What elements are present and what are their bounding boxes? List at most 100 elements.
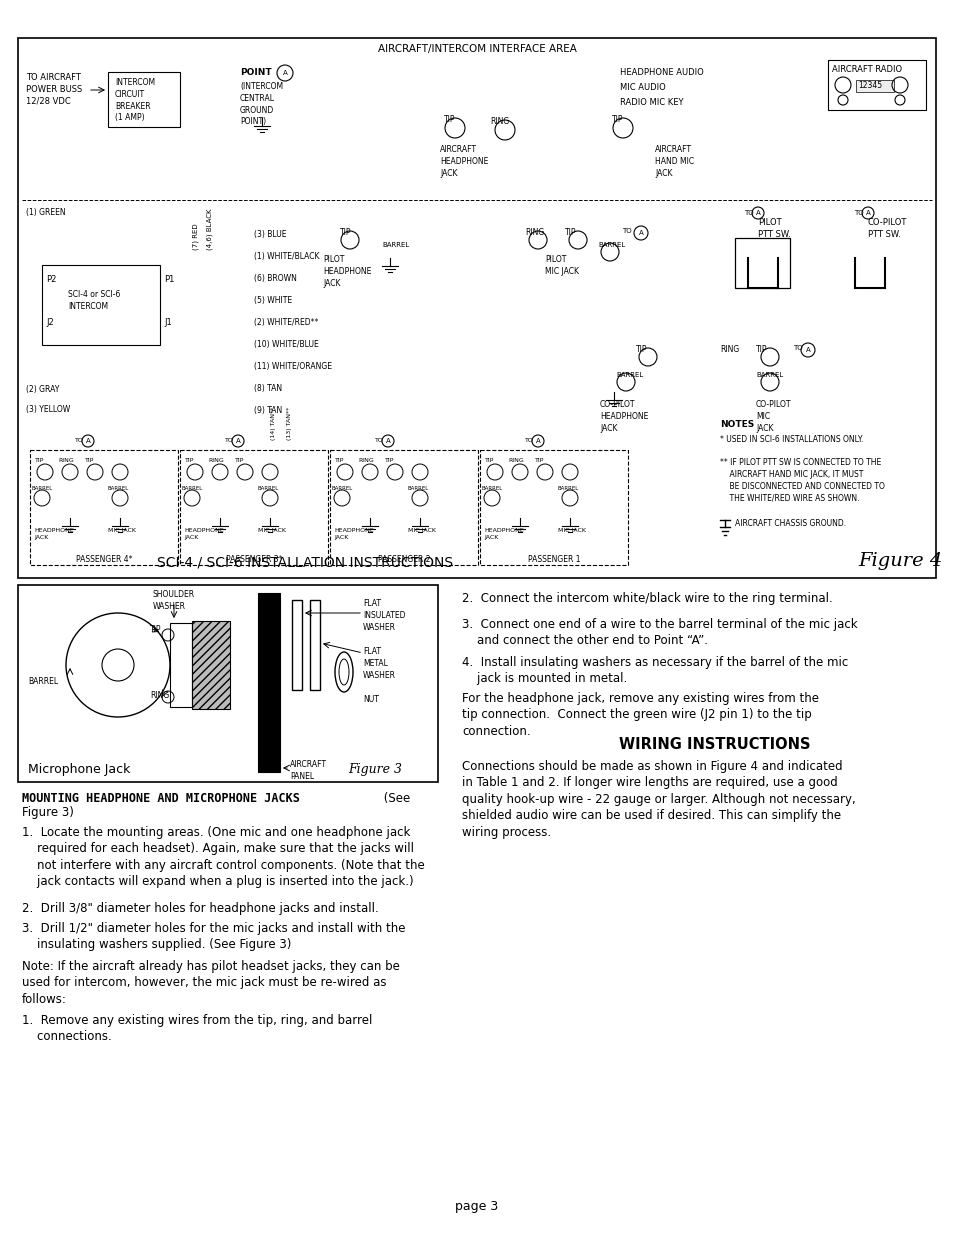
Text: FLAT
INSULATED
WASHER: FLAT INSULATED WASHER <box>363 599 405 631</box>
Text: A: A <box>864 210 869 216</box>
Text: PILOT
PTT SW.: PILOT PTT SW. <box>758 219 790 238</box>
Bar <box>257 593 280 772</box>
Text: HEADPHONE AUDIO: HEADPHONE AUDIO <box>619 68 703 77</box>
Text: PILOT
HEADPHONE
JACK: PILOT HEADPHONE JACK <box>323 254 371 288</box>
Text: BARREL: BARREL <box>257 487 279 492</box>
Text: A: A <box>282 70 287 77</box>
Text: page 3: page 3 <box>455 1200 498 1213</box>
Text: BARREL: BARREL <box>755 372 782 378</box>
Text: TO: TO <box>621 228 631 233</box>
Bar <box>18 585 437 782</box>
Bar <box>734 238 789 288</box>
Text: J1: J1 <box>164 317 172 327</box>
Bar <box>855 80 893 91</box>
Text: ** IF PILOT PTT SW IS CONNECTED TO THE
    AIRCRAFT HAND MIC JACK, IT MUST
    B: ** IF PILOT PTT SW IS CONNECTED TO THE A… <box>720 458 884 503</box>
Text: 4.  Install insulating washers as necessary if the barrel of the mic
    jack is: 4. Install insulating washers as necessa… <box>461 656 847 685</box>
Text: (7) RED: (7) RED <box>193 224 199 249</box>
Text: A: A <box>385 438 390 445</box>
Text: (8) TAN: (8) TAN <box>253 384 282 393</box>
Text: TO: TO <box>225 438 233 443</box>
Bar <box>827 61 925 110</box>
Text: TIP: TIP <box>339 228 351 237</box>
Text: BARREL: BARREL <box>32 487 53 492</box>
Text: TIP: TIP <box>755 345 767 354</box>
Text: RING: RING <box>507 458 523 463</box>
Text: RING: RING <box>357 458 374 463</box>
Text: TIP: TIP <box>150 625 161 634</box>
Ellipse shape <box>335 652 353 692</box>
Text: NOTES: NOTES <box>720 420 754 429</box>
Text: TIP: TIP <box>636 345 647 354</box>
Text: PASSENGER 1: PASSENGER 1 <box>527 555 579 564</box>
Text: BARREL: BARREL <box>108 487 129 492</box>
Text: TIP: TIP <box>335 458 344 463</box>
Text: TO: TO <box>75 438 84 443</box>
Bar <box>292 600 302 690</box>
Text: TIP: TIP <box>35 458 45 463</box>
Text: Connections should be made as shown in Figure 4 and indicated
in Table 1 and 2. : Connections should be made as shown in F… <box>461 760 855 839</box>
Text: A: A <box>86 438 91 445</box>
Bar <box>330 450 477 564</box>
Text: WIRING INSTRUCTIONS: WIRING INSTRUCTIONS <box>618 737 810 752</box>
Text: TO AIRCRAFT
POWER BUSS
12/28 VDC: TO AIRCRAFT POWER BUSS 12/28 VDC <box>26 73 82 106</box>
Text: A: A <box>535 438 539 445</box>
Text: TIP: TIP <box>484 458 494 463</box>
Text: BARREL: BARREL <box>28 677 58 685</box>
Text: BARREL: BARREL <box>332 487 353 492</box>
Text: J2: J2 <box>46 317 53 327</box>
Text: 12345: 12345 <box>857 82 882 90</box>
Text: CO-PILOT
MIC
JACK: CO-PILOT MIC JACK <box>755 400 791 432</box>
Text: CO-PILOT
PTT SW.: CO-PILOT PTT SW. <box>867 219 906 238</box>
Text: (2) WHITE/RED**: (2) WHITE/RED** <box>253 317 318 327</box>
Text: (4,6) BLACK: (4,6) BLACK <box>207 209 213 249</box>
Text: Figure 3: Figure 3 <box>348 763 401 776</box>
Text: PASSENGER 2: PASSENGER 2 <box>377 555 430 564</box>
Text: BARREL: BARREL <box>598 242 624 248</box>
Text: MIC JACK: MIC JACK <box>108 529 136 534</box>
Text: (INTERCOM
CENTRAL
GROUND
POINT): (INTERCOM CENTRAL GROUND POINT) <box>240 82 283 126</box>
Text: TIP: TIP <box>535 458 544 463</box>
Bar <box>18 38 935 578</box>
Text: (3) YELLOW: (3) YELLOW <box>26 405 71 414</box>
Text: A: A <box>235 438 240 445</box>
Text: MIC JACK: MIC JACK <box>558 529 585 534</box>
Text: P1: P1 <box>164 275 174 284</box>
Text: TO: TO <box>743 210 753 216</box>
Text: 1.  Locate the mounting areas. (One mic and one headphone jack
    required for : 1. Locate the mounting areas. (One mic a… <box>22 826 424 888</box>
Bar <box>310 600 319 690</box>
Text: P2: P2 <box>46 275 56 284</box>
Text: (3) BLUE: (3) BLUE <box>253 230 286 240</box>
Text: (2) GRAY: (2) GRAY <box>26 385 59 394</box>
Text: 3.  Drill 1/2" diameter holes for the mic jacks and install with the
    insulat: 3. Drill 1/2" diameter holes for the mic… <box>22 923 405 951</box>
Text: PASSENGER 3*: PASSENGER 3* <box>226 555 282 564</box>
Text: INTERCOM
CIRCUIT
BREAKER
(1 AMP): INTERCOM CIRCUIT BREAKER (1 AMP) <box>115 78 155 122</box>
Text: MIC JACK: MIC JACK <box>408 529 436 534</box>
Bar <box>192 621 230 709</box>
Text: TIP: TIP <box>443 115 455 124</box>
Text: SHOULDER
WASHER: SHOULDER WASHER <box>152 590 195 611</box>
Text: TO: TO <box>792 345 801 351</box>
Text: (1) WHITE/BLACK: (1) WHITE/BLACK <box>253 252 319 261</box>
Text: PILOT
MIC JACK: PILOT MIC JACK <box>544 254 578 275</box>
Text: BARREL: BARREL <box>381 242 409 248</box>
Bar <box>479 450 627 564</box>
Text: RADIO MIC KEY: RADIO MIC KEY <box>619 98 682 107</box>
Text: Note: If the aircraft already has pilot headset jacks, they can be
used for inte: Note: If the aircraft already has pilot … <box>22 960 399 1007</box>
Text: BARREL: BARREL <box>616 372 642 378</box>
Text: TIP: TIP <box>85 458 94 463</box>
Text: (1) GREEN: (1) GREEN <box>26 207 66 217</box>
Text: HEADPHONE
JACK: HEADPHONE JACK <box>184 529 224 540</box>
Text: BARREL: BARREL <box>408 487 429 492</box>
Text: 1.  Remove any existing wires from the tip, ring, and barrel
    connections.: 1. Remove any existing wires from the ti… <box>22 1014 372 1044</box>
Text: RING: RING <box>524 228 543 237</box>
Text: (See: (See <box>379 792 410 805</box>
Text: MOUNTING HEADPHONE AND MICROPHONE JACKS: MOUNTING HEADPHONE AND MICROPHONE JACKS <box>22 792 299 805</box>
Text: SCI-4 or SCI-6
INTERCOM: SCI-4 or SCI-6 INTERCOM <box>68 290 120 311</box>
Text: HEADPHONE
JACK: HEADPHONE JACK <box>34 529 73 540</box>
Text: TIP: TIP <box>564 228 576 237</box>
Ellipse shape <box>338 659 349 685</box>
Bar <box>108 72 180 127</box>
Text: (13) TAN**: (13) TAN** <box>287 406 293 440</box>
Text: TIP: TIP <box>234 458 244 463</box>
Text: RING: RING <box>720 345 739 354</box>
